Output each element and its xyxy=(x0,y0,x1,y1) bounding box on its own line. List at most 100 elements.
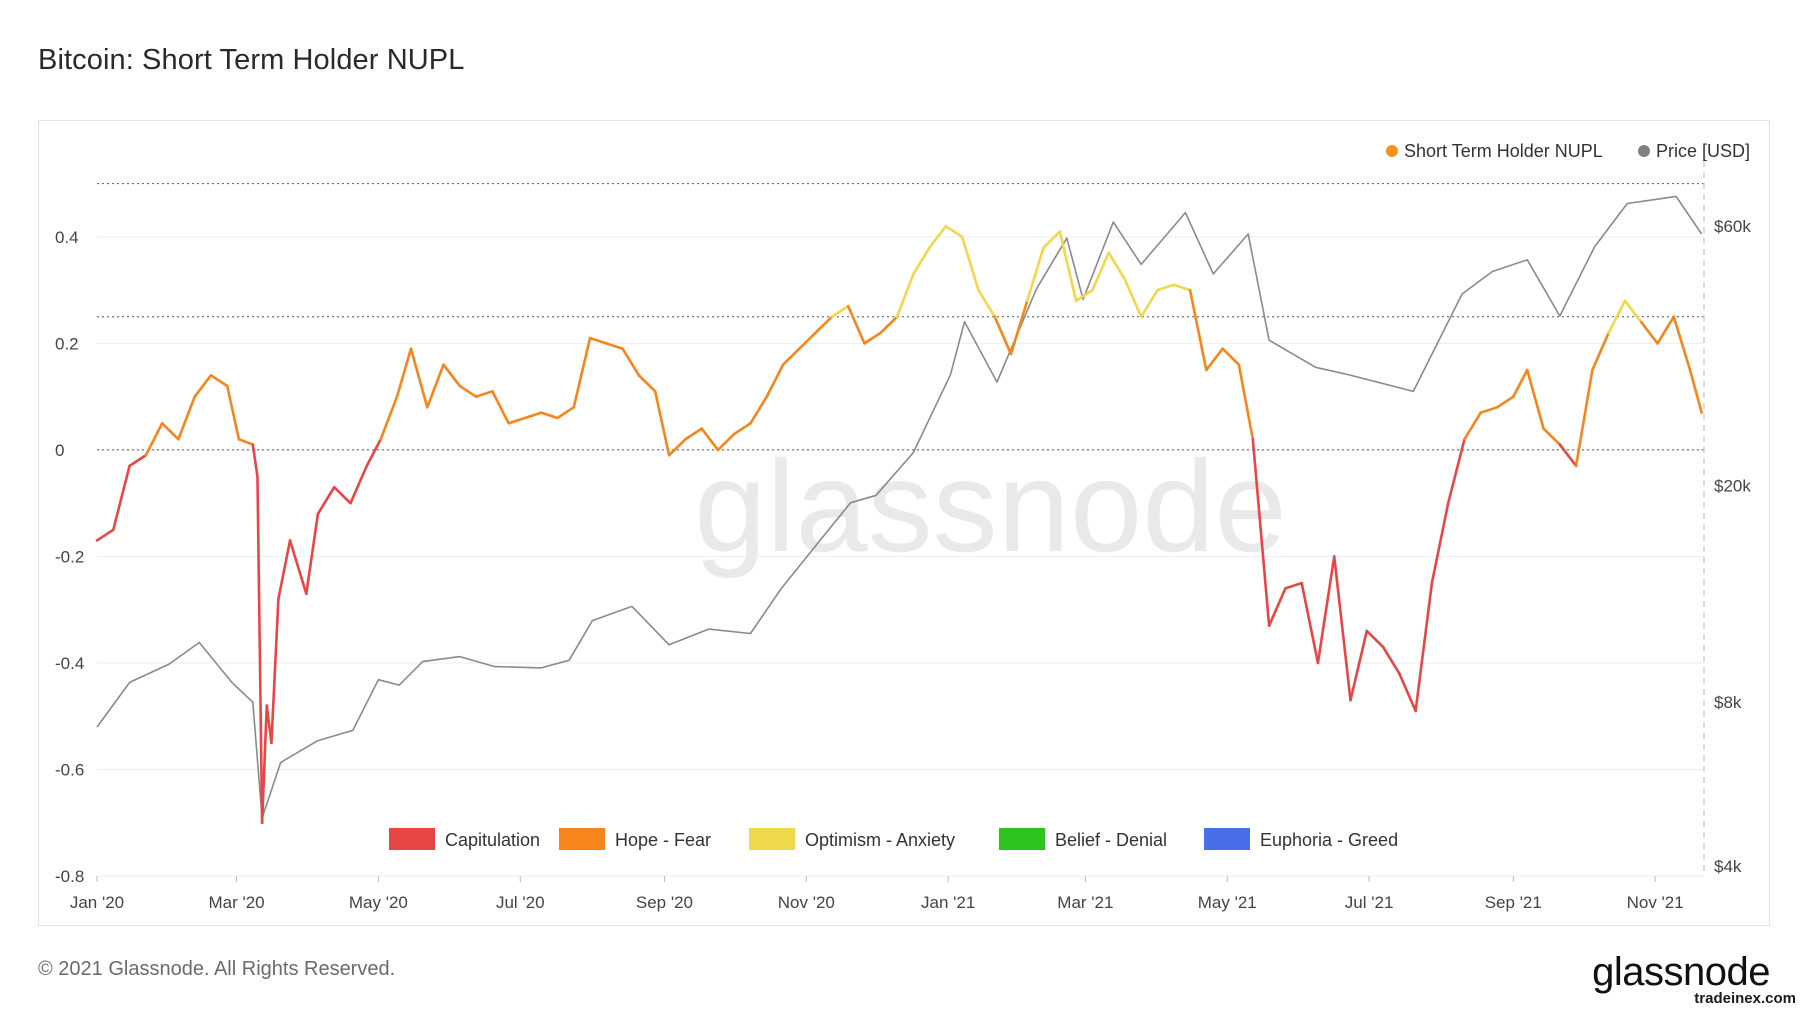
nupl-segment xyxy=(1511,368,1529,398)
nupl-segment xyxy=(1221,347,1241,366)
nupl-segment xyxy=(1316,555,1336,665)
y-tick-label: -0.4 xyxy=(55,654,84,673)
nupl-segment xyxy=(332,485,352,505)
nupl-segment xyxy=(260,704,269,825)
nupl-segment xyxy=(572,336,592,409)
nupl-segment xyxy=(1172,283,1192,292)
nupl-segment xyxy=(95,528,115,542)
x-tick-label: Jul '20 xyxy=(496,893,545,912)
nupl-segment xyxy=(225,384,241,441)
nupl-segment xyxy=(846,304,866,345)
nupl-segment xyxy=(716,432,736,452)
x-tick-label: Sep '21 xyxy=(1485,893,1542,912)
x-tick-label: Mar '20 xyxy=(208,893,264,912)
nupl-segment xyxy=(144,421,164,457)
price-tick-label: $20k xyxy=(1714,477,1751,496)
glassnode-logo: glassnode xyxy=(1592,950,1770,994)
nupl-segment xyxy=(349,464,369,505)
nupl-segment xyxy=(1300,581,1320,665)
nupl-segment xyxy=(1607,299,1627,335)
nupl-segment xyxy=(653,390,671,457)
nupl-segment xyxy=(1574,368,1594,468)
nupl-segment xyxy=(1332,555,1352,702)
nupl-segment xyxy=(556,406,576,420)
nupl-segment xyxy=(1656,315,1676,345)
price-line xyxy=(96,195,1703,819)
nupl-segment xyxy=(749,395,769,425)
nupl-segment xyxy=(621,347,641,377)
nupl-segment xyxy=(1058,230,1078,303)
nupl-segment xyxy=(409,347,429,409)
nupl-segment xyxy=(1139,288,1159,319)
nupl-chart: glassnode 0.4 0.2 0 -0.2 -0.4 -0.6 -0.8 $60k $20k… xyxy=(55,141,1751,912)
nupl-segment xyxy=(1688,368,1703,414)
nupl-segment xyxy=(305,512,320,596)
nupl-segment xyxy=(1025,246,1045,303)
nupl-segment xyxy=(1672,315,1692,372)
nupl-segment xyxy=(539,411,559,420)
nupl-segment xyxy=(765,363,785,398)
nupl-segment xyxy=(1639,320,1659,345)
nupl-segment xyxy=(209,374,229,388)
zone-swatch xyxy=(559,828,605,850)
y-tick-label: -0.6 xyxy=(55,760,84,779)
nupl-segment xyxy=(251,443,259,478)
nupl-segment xyxy=(379,395,399,441)
nupl-segment xyxy=(1284,581,1303,590)
copyright-footer: © 2021 Glassnode. All Rights Reserved. xyxy=(38,958,396,980)
nupl-segment xyxy=(1381,645,1401,675)
nupl-segment xyxy=(1009,299,1029,356)
nupl-segment xyxy=(1623,299,1643,324)
nupl-segment xyxy=(256,475,264,825)
x-tick-label: Jan '21 xyxy=(921,893,975,912)
nupl-segment xyxy=(879,315,899,335)
nupl-segment xyxy=(830,304,850,319)
page-title: Bitcoin: Short Term Holder NUPL xyxy=(38,44,465,76)
nupl-segment xyxy=(1349,629,1369,702)
price-tick-label: $8k xyxy=(1714,693,1742,712)
nupl-segment xyxy=(1267,587,1287,627)
nupl-segment xyxy=(928,224,948,249)
nupl-segment xyxy=(458,384,478,398)
y-tick-label: 0.4 xyxy=(55,228,79,247)
nupl-segment xyxy=(111,464,131,532)
nupl-segment xyxy=(491,390,510,425)
nupl-segment xyxy=(425,363,445,409)
nupl-segment xyxy=(1591,331,1610,372)
nupl-segment xyxy=(523,411,543,420)
y-tick-label: -0.2 xyxy=(55,547,84,566)
x-tick-label: Jul '21 xyxy=(1345,893,1394,912)
x-tick-label: Nov '21 xyxy=(1627,893,1684,912)
nupl-segment xyxy=(732,421,752,436)
nupl-segment xyxy=(160,421,180,441)
nupl-segment xyxy=(895,272,915,319)
nupl-segment xyxy=(193,374,213,398)
nupl-segment xyxy=(1237,363,1255,441)
nupl-segment xyxy=(700,427,720,452)
legend-label-price: Price [USD] xyxy=(1656,141,1750,161)
nupl-segment xyxy=(781,347,801,366)
y-tick-label: -0.8 xyxy=(55,867,84,886)
nupl-segment xyxy=(1495,395,1515,409)
nupl-segment xyxy=(288,539,308,596)
nupl-segment xyxy=(237,437,255,446)
nupl-segment xyxy=(316,485,336,516)
nupl-segment xyxy=(798,331,817,351)
nupl-segment xyxy=(977,288,996,319)
nupl-segment xyxy=(1414,581,1434,713)
nupl-segment xyxy=(1156,283,1176,292)
nupl-segment xyxy=(1091,251,1110,292)
zone-swatch xyxy=(1204,828,1250,850)
nupl-segment xyxy=(1107,251,1127,281)
nupl-segment xyxy=(270,597,280,745)
nupl-segment xyxy=(1558,443,1578,468)
nupl-segment xyxy=(128,453,148,468)
nupl-segment xyxy=(1042,230,1062,249)
x-tick-label: Mar '21 xyxy=(1057,893,1113,912)
nupl-segment xyxy=(1479,406,1499,414)
legend-label-nupl: Short Term Holder NUPL xyxy=(1404,141,1603,161)
nupl-segment xyxy=(177,395,196,441)
zone-label: Belief - Denial xyxy=(1055,830,1167,850)
legend-dot-price xyxy=(1638,145,1650,157)
zone-label: Hope - Fear xyxy=(615,830,711,850)
